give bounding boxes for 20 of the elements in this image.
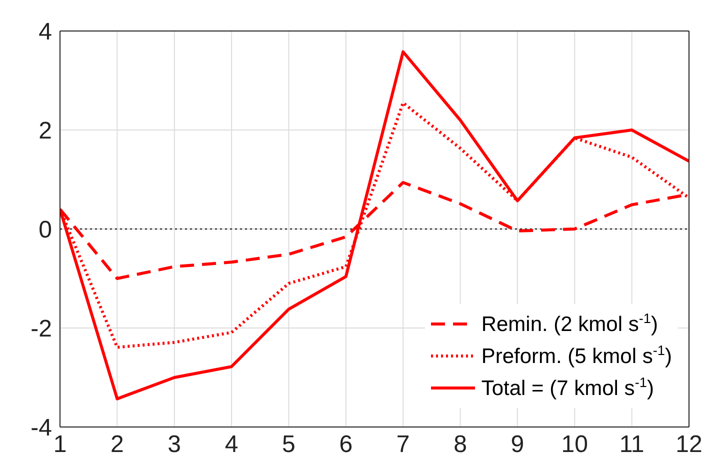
x-tick-label: 6 <box>339 431 353 458</box>
x-tick-label: 5 <box>282 431 296 458</box>
y-tick-label: -4 <box>30 414 52 442</box>
y-tick-label: 2 <box>38 118 52 145</box>
legend-label: Preform. (5 kmol s$^{-1}$) <box>481 343 672 368</box>
x-tick-label: 11 <box>619 431 644 458</box>
x-tick-label: 2 <box>110 431 124 458</box>
x-tick-label: 3 <box>168 431 182 458</box>
x-tick-label: 9 <box>510 431 524 458</box>
x-tick-label: 12 <box>676 431 702 458</box>
legend-label: Remin. (2 kmol s$^{-1}$) <box>481 311 658 336</box>
x-tick-label: 8 <box>454 431 467 458</box>
x-tick-label: 10 <box>561 431 588 458</box>
x-tick-label: 7 <box>396 431 410 458</box>
y-tick-label: 4 <box>38 18 52 46</box>
x-tick-label: 4 <box>224 431 238 458</box>
legend-label: Total = (7 kmol s$^{-1}$) <box>481 375 654 400</box>
y-tick-label: -2 <box>30 316 52 343</box>
x-tick-label: 1 <box>53 431 67 458</box>
y-tick-label: 0 <box>38 216 52 244</box>
